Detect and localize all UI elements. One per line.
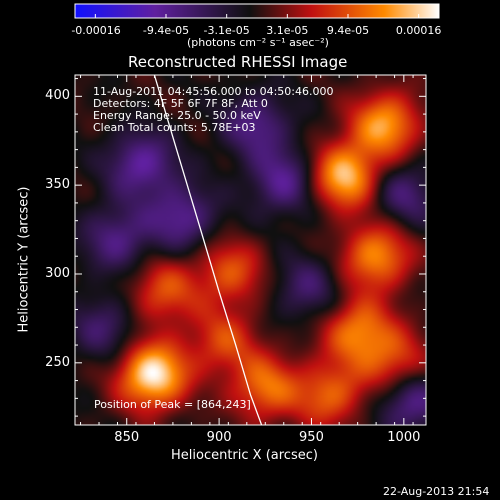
peak-position-label: Position of Peak = [864,243] — [94, 398, 251, 411]
y-tick-label: 400 — [45, 88, 70, 104]
annotation-time: 11-Aug-2011 04:45:56.000 to 04:50:46.000 — [93, 85, 334, 98]
colorbar-tick-label: -9.4e-05 — [142, 24, 190, 37]
plot-frame — [74, 74, 427, 426]
annotation-energy: Energy Range: 25.0 - 50.0 keV — [93, 109, 261, 122]
colorbar-tick-label: 0.00016 — [395, 24, 442, 37]
x-tick-label: 900 — [206, 430, 232, 445]
colorbar — [74, 3, 440, 19]
colorbar-tick-label: 9.4e-05 — [326, 24, 370, 37]
colorbar-ticks — [94, 14, 420, 18]
colorbar-tick-label: -0.00016 — [71, 24, 121, 37]
y-tick-label: 250 — [45, 354, 70, 370]
colorbar-tick-label: 3.1e-05 — [266, 24, 309, 37]
colorbar-unit-label: (photons cm⁻² s⁻¹ asec⁻²) — [187, 36, 329, 49]
x-tick-label: 950 — [299, 430, 324, 445]
x-tick-label: 1000 — [387, 430, 421, 445]
annotation-counts: Clean Total counts: 5.78E+03 — [93, 121, 256, 134]
axis-ticks — [75, 75, 426, 425]
footer-date: 22-Aug-2013 21:54 — [383, 485, 490, 498]
solar-limb-curve — [153, 75, 263, 425]
annotation-detectors: Detectors: 4F 5F 6F 7F 8F, Att 0 — [93, 97, 268, 110]
y-tick-label: 300 — [45, 265, 70, 281]
colorbar-tick-label: -3.1e-05 — [203, 24, 250, 37]
x-axis-title: Heliocentric X (arcsec) — [171, 448, 318, 463]
y-axis-title: Heliocentric Y (arcsec) — [16, 186, 32, 333]
x-tick-label: 850 — [114, 430, 140, 445]
y-tick-label: 350 — [45, 177, 70, 193]
heatmap-image — [75, 75, 426, 425]
chart-title: Reconstructed RHESSI Image — [128, 53, 348, 71]
